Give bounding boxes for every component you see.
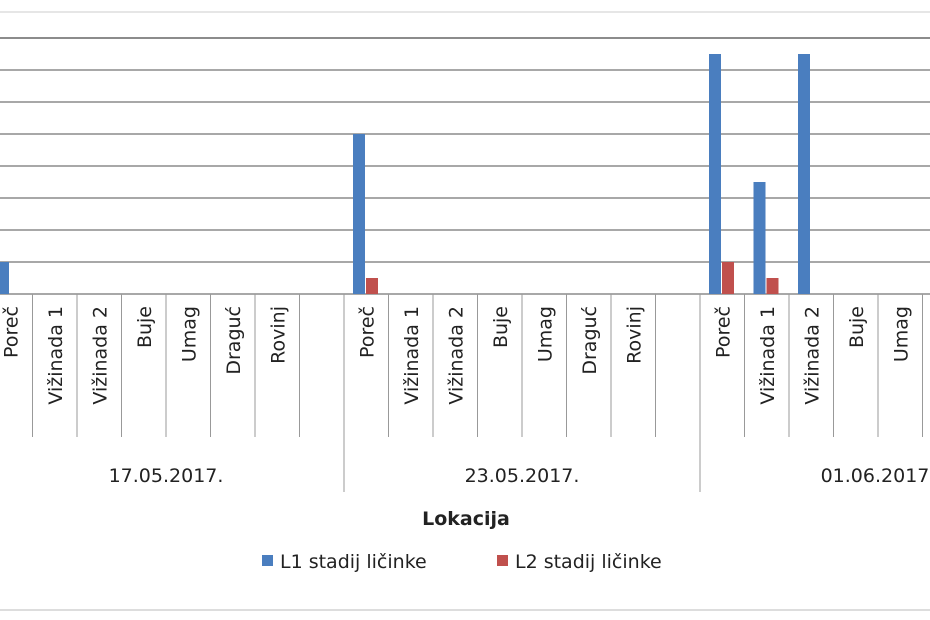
- bar-l1: [798, 54, 810, 294]
- legend-label: L2 stadij ličinke: [515, 551, 662, 573]
- legend-label: L1 stadij ličinke: [280, 551, 427, 573]
- x-tick-label: Poreč: [712, 306, 734, 358]
- x-tick-label: Draguć: [223, 306, 245, 375]
- group-label: 23.05.2017.: [465, 465, 580, 487]
- bar-l1: [0, 262, 9, 294]
- x-tick-label: Buje: [846, 306, 868, 348]
- bar-l2: [366, 278, 378, 294]
- bar-l2: [722, 262, 734, 294]
- group-label: 01.06.2017.: [821, 465, 930, 487]
- x-tick-label: Vižinada 1: [401, 306, 423, 405]
- x-tick-label: Vižinada 2: [801, 306, 823, 405]
- x-tick-label: Poreč: [0, 306, 22, 358]
- legend-swatch: [262, 555, 273, 566]
- x-tick-label: Poreč: [356, 306, 378, 358]
- legend-swatch: [497, 555, 508, 566]
- x-tick-label: Buje: [134, 306, 156, 348]
- x-tick-label: Vižinada 1: [45, 306, 67, 405]
- x-tick-label: Vižinada 2: [89, 306, 111, 405]
- x-tick-label: Umag: [534, 306, 556, 362]
- x-tick-label: Umag: [178, 306, 200, 362]
- x-tick-label: Umag: [890, 306, 912, 362]
- bar-l2: [766, 278, 779, 294]
- x-tick-label: Rovinj: [267, 306, 289, 364]
- bar-l1: [709, 54, 721, 294]
- x-tick-label: Vižinada 2: [445, 306, 467, 405]
- bar-l1: [353, 134, 365, 294]
- x-axis-title: Lokacija: [422, 508, 510, 530]
- x-tick-label: Vižinada 1: [757, 306, 779, 405]
- x-tick-label: Draguć: [579, 306, 601, 375]
- x-tick-label: Buje: [490, 306, 512, 348]
- x-tick-label: Rovinj: [623, 306, 645, 364]
- bar-l1: [753, 182, 766, 294]
- group-label: 17.05.2017.: [109, 465, 224, 487]
